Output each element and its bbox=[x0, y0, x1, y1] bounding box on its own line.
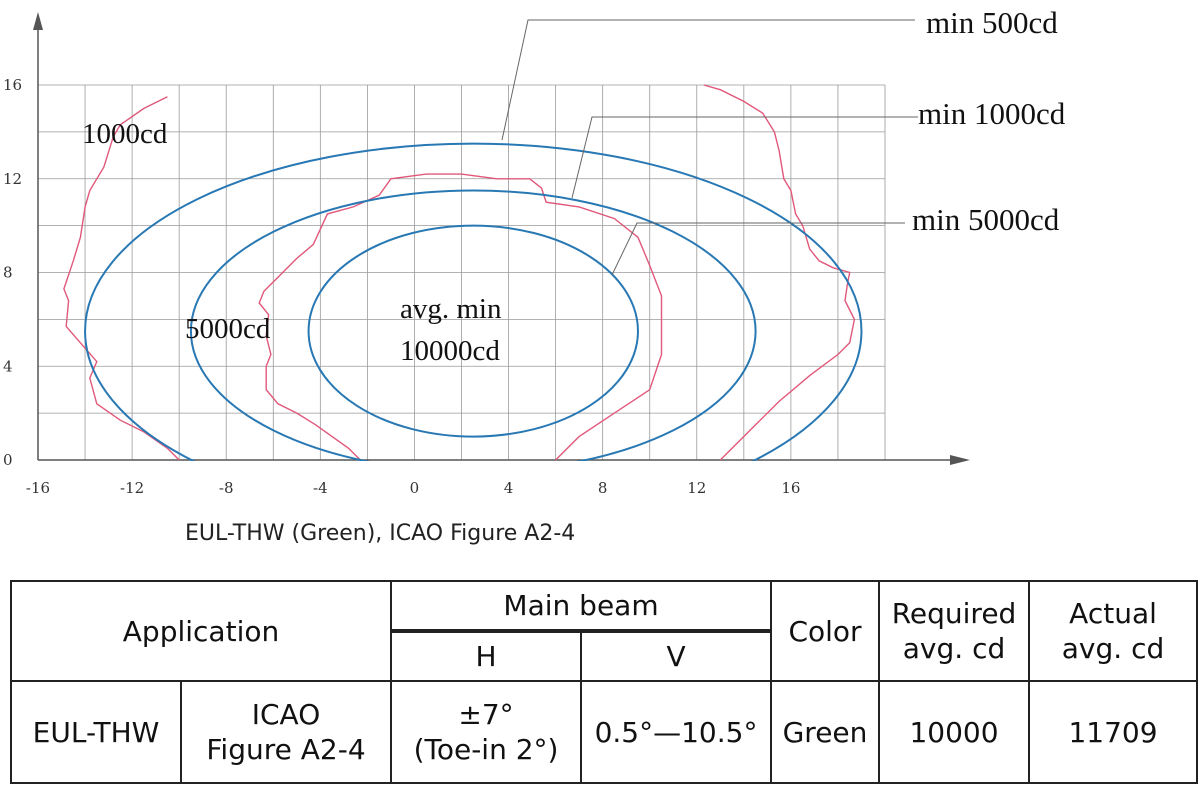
region-label-avg-min: avg. min bbox=[400, 293, 502, 325]
header-required-avg-cd: Required avg. cd bbox=[878, 580, 1031, 682]
y-tick-label: 4 bbox=[3, 357, 13, 375]
cell-h-line2: (Toe-in 2°) bbox=[413, 733, 559, 766]
x-tick-label: -16 bbox=[26, 479, 50, 497]
x-axis-arrow bbox=[950, 455, 970, 465]
requirement-ellipse bbox=[307, 224, 639, 438]
header-required-line1: Required bbox=[891, 597, 1017, 630]
header-actual-line1: Actual bbox=[1069, 597, 1157, 630]
chart-labels: min 500cd min 1000cd min 5000cd 1000cd 5… bbox=[82, 5, 1066, 367]
x-tick-label: -8 bbox=[219, 479, 234, 497]
header-required-line2: avg. cd bbox=[902, 632, 1006, 665]
requirement-ellipse bbox=[190, 189, 757, 461]
cell-color: Green bbox=[770, 680, 881, 784]
callout-leader-1000 bbox=[571, 116, 918, 199]
x-tick-label: 0 bbox=[410, 479, 420, 497]
measured-contour-line bbox=[63, 96, 180, 461]
x-tick-label: 16 bbox=[781, 479, 800, 497]
callout-min-1000cd: min 1000cd bbox=[918, 96, 1066, 131]
requirement-ellipse bbox=[84, 142, 863, 461]
x-tick-label: -12 bbox=[120, 479, 144, 497]
chart-caption: EUL-THW (Green), ICAO Figure A2-4 bbox=[185, 521, 576, 546]
cell-actual: 11709 bbox=[1028, 680, 1199, 784]
callout-leader-500 bbox=[501, 19, 915, 141]
x-tick-label: 12 bbox=[687, 479, 706, 497]
header-color: Color bbox=[770, 580, 881, 682]
cell-h-line1: ±7° bbox=[458, 698, 514, 731]
header-application: Application bbox=[9, 580, 393, 682]
cell-standard-line1: ICAO bbox=[251, 698, 321, 731]
isocandela-chart: -16 -12 -8 -4 0 4 8 12 16 0 4 8 12 16 min 500cd min 1… bbox=[3, 5, 1066, 497]
x-tick-label: 8 bbox=[598, 479, 608, 497]
header-h: H bbox=[390, 629, 583, 682]
cell-v: 0.5°—10.5° bbox=[580, 680, 773, 784]
axis-ticks: -16 -12 -8 -4 0 4 8 12 16 0 4 8 12 16 bbox=[3, 76, 800, 497]
requirement-ellipses bbox=[84, 142, 863, 461]
cell-h: ±7° (Toe-in 2°) bbox=[390, 680, 583, 784]
measured-contour-line bbox=[703, 84, 856, 461]
y-tick-label: 8 bbox=[3, 264, 13, 282]
callout-min-500cd: min 500cd bbox=[926, 5, 1058, 40]
header-v: V bbox=[580, 629, 773, 682]
header-main-beam: Main beam bbox=[390, 580, 773, 632]
y-tick-label: 0 bbox=[3, 451, 13, 469]
cell-product: EUL-THW bbox=[10, 680, 182, 784]
x-tick-label: 4 bbox=[504, 479, 514, 497]
callout-min-5000cd: min 5000cd bbox=[912, 202, 1060, 237]
cell-required: 10000 bbox=[878, 680, 1031, 784]
spec-table: Application Main beam Color Required avg… bbox=[9, 580, 1199, 784]
header-actual-avg-cd: Actual avg. cd bbox=[1028, 580, 1199, 682]
y-axis-arrow bbox=[33, 12, 43, 30]
callout-leader-5000 bbox=[611, 222, 905, 276]
chart-axes bbox=[33, 12, 970, 465]
header-actual-line2: avg. cd bbox=[1061, 632, 1165, 665]
cell-standard-line2: Figure A2-4 bbox=[206, 733, 366, 766]
y-tick-label: 12 bbox=[3, 170, 22, 188]
y-tick-label: 16 bbox=[3, 76, 22, 94]
x-tick-label: -4 bbox=[313, 479, 328, 497]
region-label-1000cd: 1000cd bbox=[82, 118, 168, 150]
cell-standard: ICAO Figure A2-4 bbox=[179, 680, 393, 784]
callout-leaders bbox=[501, 19, 918, 276]
region-label-5000cd: 5000cd bbox=[185, 313, 271, 345]
region-label-10000cd: 10000cd bbox=[400, 335, 500, 367]
